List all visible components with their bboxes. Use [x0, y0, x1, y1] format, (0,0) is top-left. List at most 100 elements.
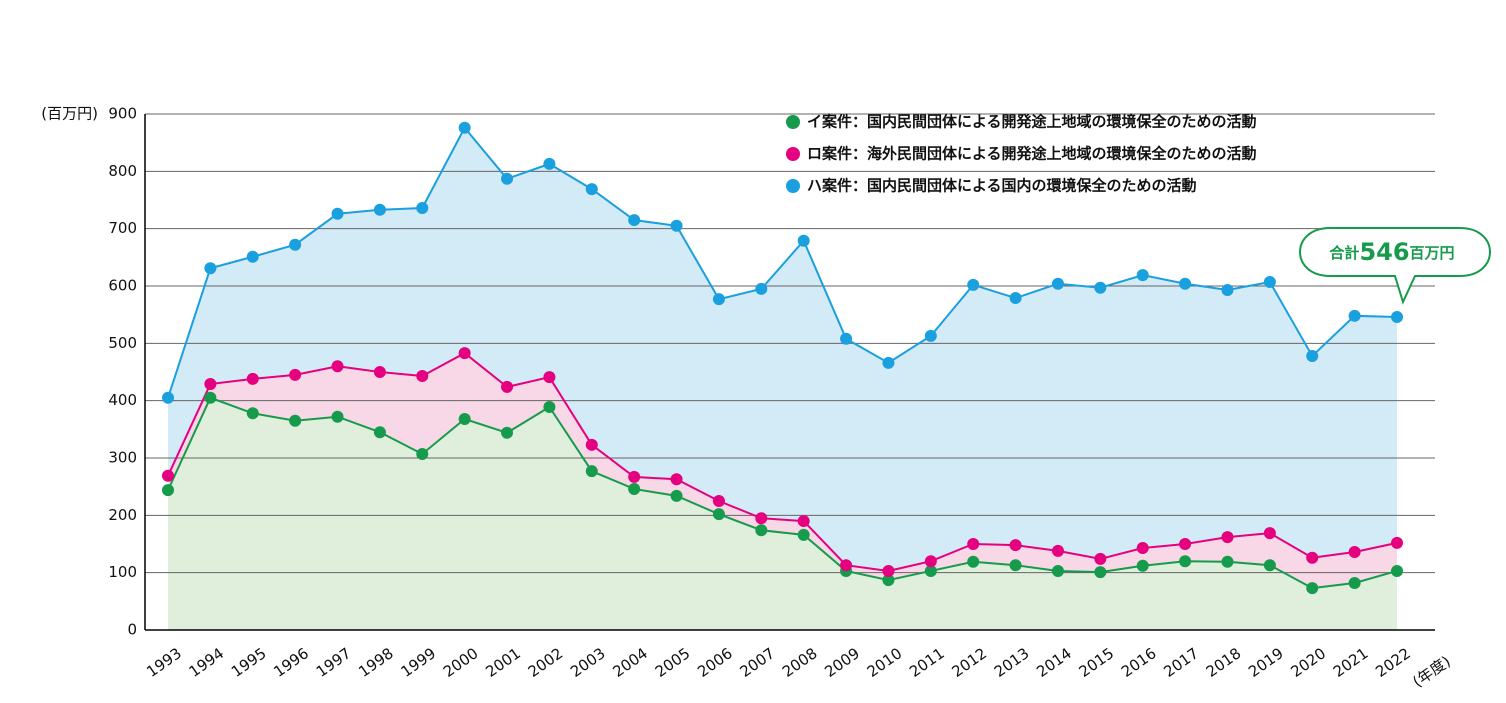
y-tick-label: 600 — [108, 277, 137, 295]
data-point — [458, 413, 471, 426]
data-point — [797, 234, 810, 247]
x-tick-label: 1995 — [228, 644, 270, 681]
x-tick-label: 2020 — [1288, 644, 1330, 681]
data-point — [967, 278, 980, 291]
data-point — [712, 508, 725, 521]
x-tick-label: 2022 — [1372, 644, 1414, 681]
data-point — [585, 465, 598, 478]
legend-marker — [786, 115, 800, 129]
x-tick-label: 1994 — [186, 644, 228, 681]
data-point — [1306, 551, 1319, 564]
data-point — [1263, 527, 1276, 540]
data-point — [246, 407, 259, 420]
area-fill — [168, 127, 1397, 571]
data-point — [331, 360, 344, 373]
data-point — [162, 391, 174, 404]
x-tick-label: 2008 — [779, 644, 821, 681]
data-point — [289, 368, 302, 381]
data-point — [1051, 544, 1064, 557]
y-tick-label: 700 — [108, 219, 137, 237]
data-point — [670, 489, 683, 502]
data-point — [501, 380, 514, 393]
series-line — [167, 125, 1398, 399]
data-point — [1391, 536, 1403, 549]
data-point — [1306, 349, 1319, 362]
data-point — [712, 495, 725, 507]
x-tick-label: 2009 — [821, 644, 863, 681]
y-tick-label: 500 — [108, 334, 137, 352]
data-point — [924, 564, 937, 577]
data-point — [670, 219, 683, 232]
data-point — [882, 574, 895, 587]
data-point — [840, 332, 853, 345]
data-point — [1094, 566, 1107, 579]
legend-label: ハ案件：国内民間団体による国内の環境保全のための活動 — [807, 177, 1197, 195]
data-point — [246, 250, 259, 263]
data-point — [1221, 555, 1234, 568]
x-tick-label: 2017 — [1160, 644, 1202, 681]
data-point — [1391, 564, 1403, 577]
data-point — [967, 555, 980, 568]
x-tick-label: 2019 — [1245, 644, 1287, 681]
annotation-part: 百万円 — [1410, 244, 1455, 262]
annotation-part: 合計 — [1328, 244, 1359, 262]
x-tick-label: 2018 — [1203, 644, 1245, 681]
data-point — [246, 372, 259, 385]
x-tick-label: 2014 — [1033, 644, 1075, 681]
data-point — [1391, 310, 1403, 323]
data-point — [1009, 559, 1022, 572]
x-tick-label: 2010 — [864, 644, 906, 681]
data-point — [797, 515, 810, 528]
data-point — [289, 238, 302, 251]
annotation-part: 546 — [1359, 238, 1409, 266]
series-line — [167, 396, 1398, 590]
data-point — [967, 538, 980, 550]
data-point — [543, 157, 556, 170]
y-tick-label: 200 — [108, 506, 137, 524]
data-point — [501, 172, 514, 185]
x-tick-label: 1997 — [313, 644, 355, 681]
data-point — [1136, 542, 1149, 555]
data-point — [458, 121, 471, 134]
data-point — [628, 482, 641, 495]
data-point — [204, 262, 217, 275]
x-tick-label: 2006 — [694, 644, 736, 681]
data-point — [1179, 277, 1192, 290]
data-point — [628, 470, 641, 483]
x-tick-label: 2001 — [482, 644, 524, 681]
data-point — [1094, 281, 1107, 294]
legend-marker — [786, 147, 800, 161]
x-tick-label: 2003 — [567, 644, 609, 681]
series-line — [167, 351, 1398, 572]
data-point — [670, 473, 683, 486]
data-point — [373, 426, 386, 439]
area-fill — [168, 353, 1397, 589]
data-point — [373, 366, 386, 378]
data-point — [755, 512, 768, 525]
x-tick-label: 2012 — [948, 644, 990, 681]
data-point — [204, 391, 217, 404]
data-point — [162, 484, 174, 497]
x-tick-label: 2005 — [652, 644, 694, 681]
data-point — [1221, 284, 1234, 297]
x-tick-label: 2000 — [440, 644, 482, 681]
data-point — [1263, 275, 1276, 288]
data-point — [1051, 277, 1064, 290]
x-tick-label: 1999 — [398, 644, 440, 681]
data-point — [162, 469, 174, 482]
data-point — [840, 559, 853, 572]
legend-marker — [786, 179, 800, 193]
legend-label: イ案件：国内民間団体による開発途上地域の環境保全のための活動 — [807, 113, 1257, 131]
data-point — [1009, 539, 1022, 552]
x-tick-label: 2015 — [1076, 644, 1118, 681]
data-point — [797, 528, 810, 541]
data-point — [585, 438, 598, 451]
data-point — [331, 410, 344, 423]
data-point — [882, 356, 895, 369]
data-point — [543, 400, 556, 413]
data-point — [458, 347, 471, 360]
data-point — [628, 214, 641, 227]
data-point — [1009, 292, 1022, 305]
data-point — [1136, 269, 1149, 282]
